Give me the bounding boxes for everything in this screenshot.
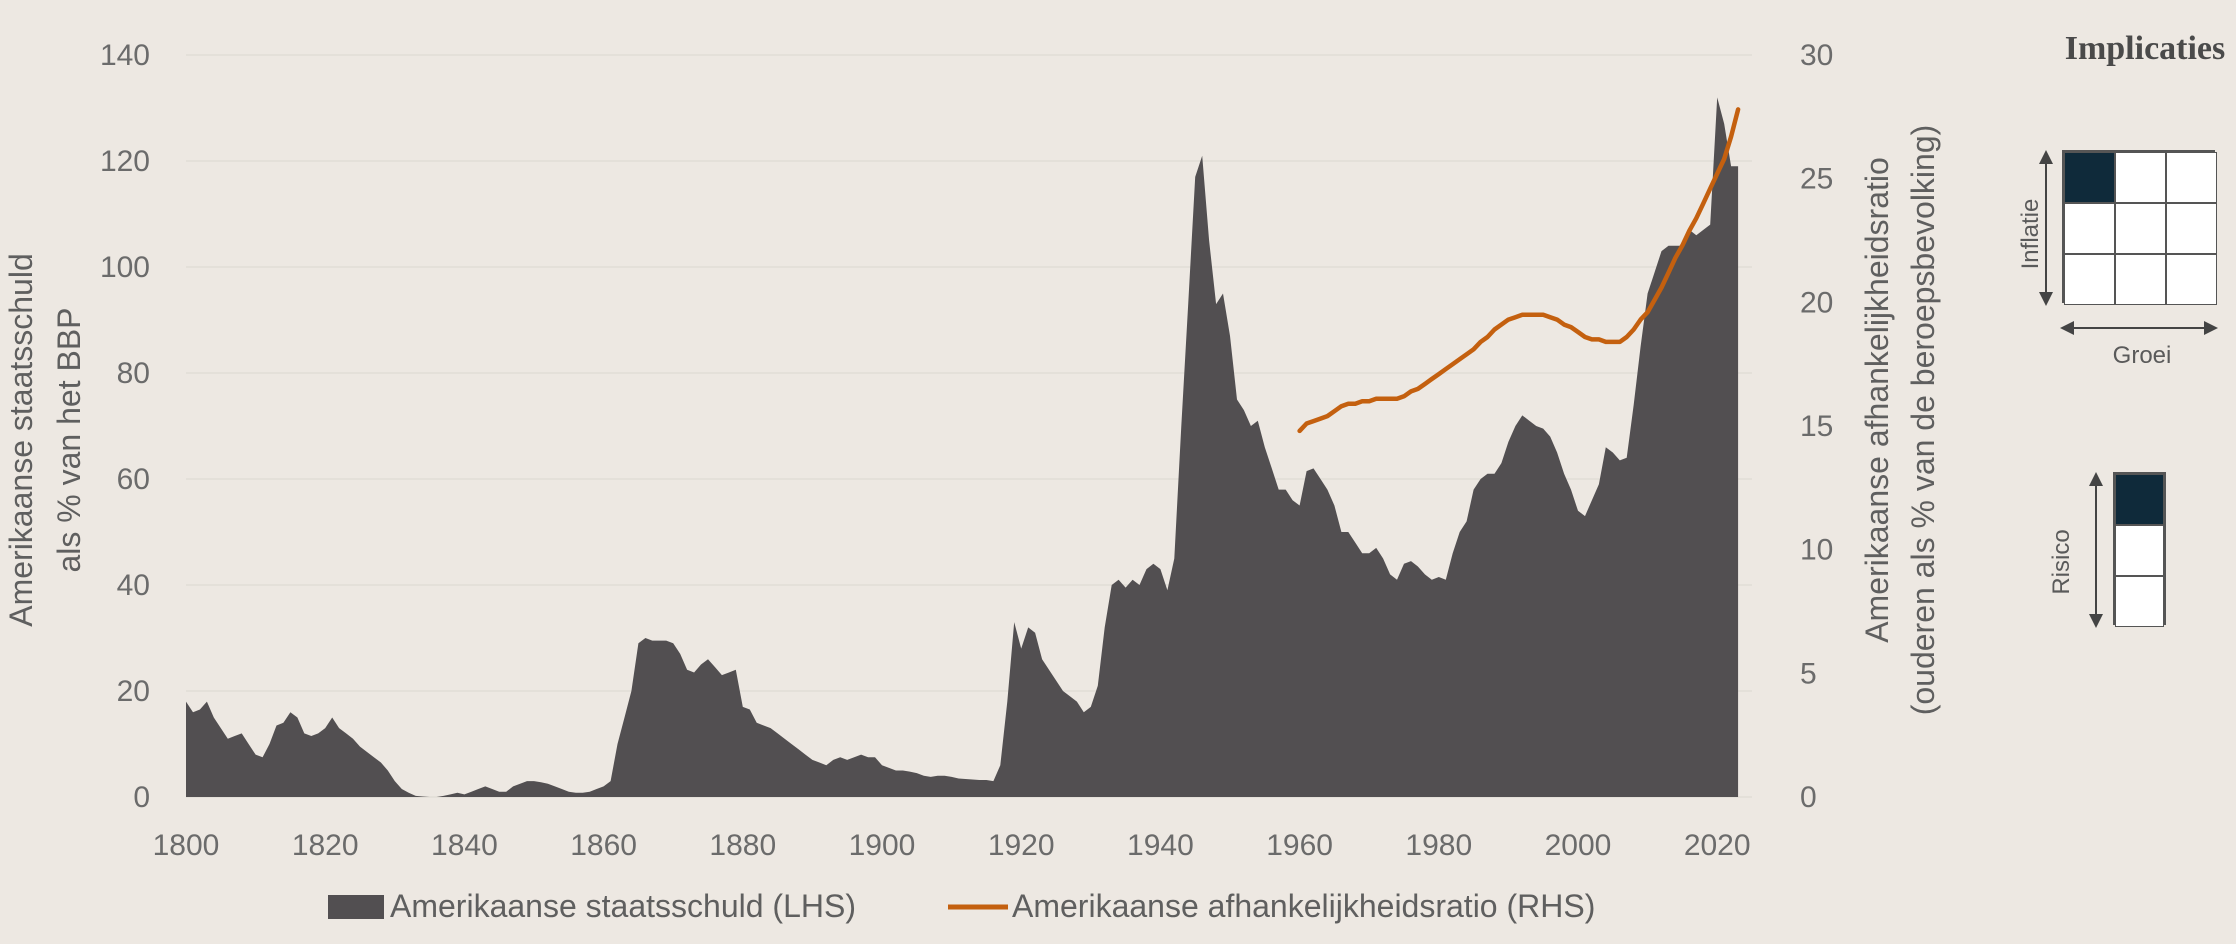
grid-cell xyxy=(2115,254,2166,305)
y-right-axis-title-line1: Amerikaanse afhankelijkheidsratio xyxy=(1859,157,1895,643)
x-tick-label: 1840 xyxy=(431,829,498,862)
risk-grid xyxy=(2113,472,2166,627)
dependency-line xyxy=(1297,107,1741,434)
x-tick-label: 1880 xyxy=(709,829,776,862)
x-tick-label: 1960 xyxy=(1266,829,1333,862)
grid-cell-high-inflation-low-growth xyxy=(2064,152,2115,203)
grid-cell xyxy=(2166,254,2217,305)
y-right-tick-label: 30 xyxy=(1800,39,1833,72)
legend-label-debt: Amerikaanse staatsschuld (LHS) xyxy=(390,888,856,924)
gridlines xyxy=(186,54,1752,798)
legend: Amerikaanse staatsschuld (LHS) Amerikaan… xyxy=(328,888,1595,924)
y-left-axis-ticks: 0 20 40 60 80 100 120 140 xyxy=(100,39,150,814)
x-tick-label: 1860 xyxy=(570,829,637,862)
y-right-tick-label: 25 xyxy=(1800,163,1833,196)
debt-area-series xyxy=(186,97,1739,797)
x-tick-label: 1920 xyxy=(988,829,1055,862)
grid-cell xyxy=(2115,152,2166,203)
y-left-tick-label: 80 xyxy=(117,357,150,390)
y-left-tick-label: 120 xyxy=(100,145,150,178)
grid-cell xyxy=(2064,203,2115,254)
y-right-tick-label: 5 xyxy=(1800,657,1817,690)
y-left-axis-title-line1: Amerikaanse staatsschuld xyxy=(3,253,39,627)
x-axis-ticks: 1800 1820 1840 1860 1880 1900 1920 1940 1960 1980… xyxy=(153,829,1751,862)
y-left-tick-label: 140 xyxy=(100,39,150,72)
y-left-tick-label: 20 xyxy=(117,675,150,708)
x-tick-label: 1820 xyxy=(292,829,359,862)
inflation-growth-grid xyxy=(2062,150,2217,305)
x-tick-label: 2000 xyxy=(1545,829,1612,862)
grid-cell xyxy=(2115,525,2164,576)
y-right-tick-label: 15 xyxy=(1800,410,1833,443)
grid-cell xyxy=(2115,203,2166,254)
y-right-tick-label: 10 xyxy=(1800,534,1833,567)
growth-label: Groei xyxy=(2112,342,2172,369)
x-tick-label: 2020 xyxy=(1684,829,1751,862)
grid-cell xyxy=(2166,203,2217,254)
grid-cell-high-risk xyxy=(2115,474,2164,525)
y-right-axis-ticks: 0 5 10 15 20 25 30 xyxy=(1800,39,1833,814)
x-tick-label: 1900 xyxy=(849,829,916,862)
y-right-tick-label: 20 xyxy=(1800,286,1833,319)
inflation-arrow-icon xyxy=(2039,150,2053,306)
grid-cell xyxy=(2064,254,2115,305)
growth-arrow-icon xyxy=(2060,321,2218,335)
y-left-axis-title-line2: als % van het BBP xyxy=(51,307,87,572)
grid-cell xyxy=(2115,576,2164,627)
y-right-tick-label: 0 xyxy=(1800,781,1817,814)
implications-panel: Implicaties Inflatie Groei Risico xyxy=(2017,20,2236,640)
y-left-tick-label: 40 xyxy=(117,569,150,602)
legend-label-dependency: Amerikaanse afhankelijkheidsratio (RHS) xyxy=(1012,888,1595,924)
y-left-tick-label: 0 xyxy=(133,781,150,814)
legend-swatch-debt xyxy=(328,895,384,919)
chart: 1800 1820 1840 1860 1880 1900 1920 1940 1960 1980… xyxy=(3,39,1941,924)
implications-title: Implicaties xyxy=(2064,30,2226,67)
debt-area xyxy=(186,97,1739,797)
x-tick-label: 1940 xyxy=(1127,829,1194,862)
x-tick-label: 1980 xyxy=(1405,829,1472,862)
dependency-line-series xyxy=(1297,107,1741,434)
x-tick-label: 1800 xyxy=(153,829,220,862)
y-left-tick-label: 60 xyxy=(117,463,150,496)
risk-arrow-icon xyxy=(2089,472,2103,628)
inflation-label: Inflatie xyxy=(2017,198,2044,270)
y-right-axis-title-line2: (ouderen als % van de beroepsbevolking) xyxy=(1905,125,1941,716)
y-left-tick-label: 100 xyxy=(100,251,150,284)
risk-label: Risico xyxy=(2048,529,2075,595)
grid-cell xyxy=(2166,152,2217,203)
